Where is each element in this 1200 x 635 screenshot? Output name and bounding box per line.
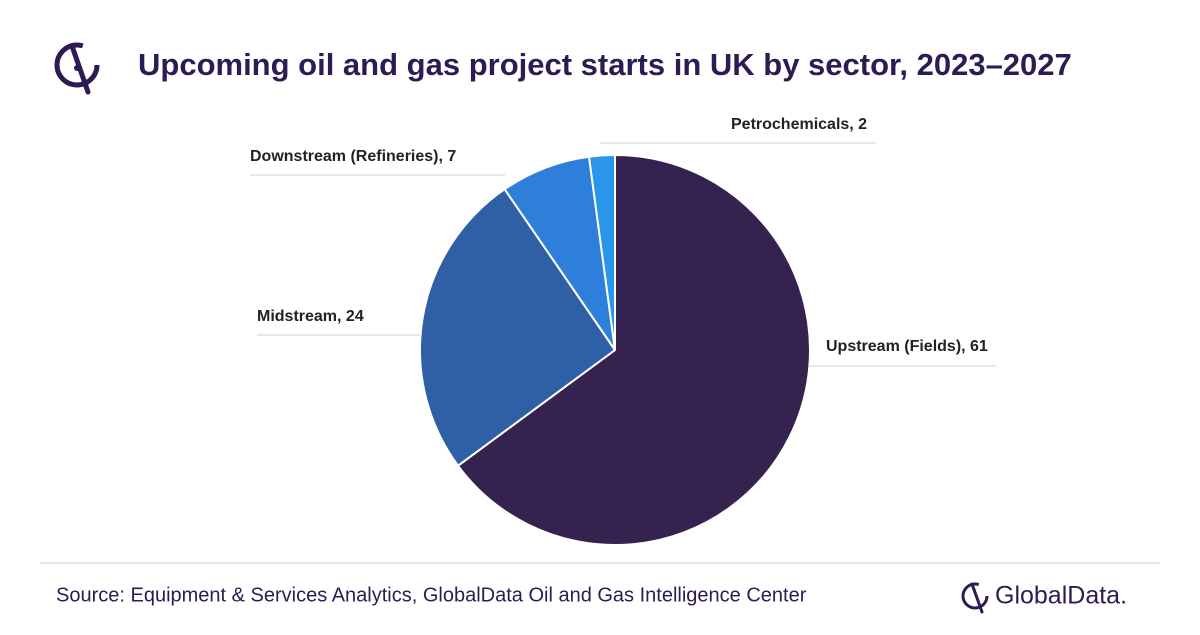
chart-title: Upcoming oil and gas project starts in U… [138,47,1072,82]
pie-slice [456,153,811,546]
brand-name: GlobalData. [995,582,1127,610]
source-note: Source: Equipment & Services Analytics, … [56,584,807,606]
data-label: Upstream (Fields), 61 [826,338,988,355]
brand-logo [961,582,989,614]
header-logo [54,42,100,95]
pie-slice [419,187,617,468]
data-label: Downstream (Refineries), 7 [250,148,456,165]
data-label: Petrochemicals, 2 [731,116,867,133]
pie-slice [587,153,616,351]
data-label: Midstream, 24 [257,308,364,325]
